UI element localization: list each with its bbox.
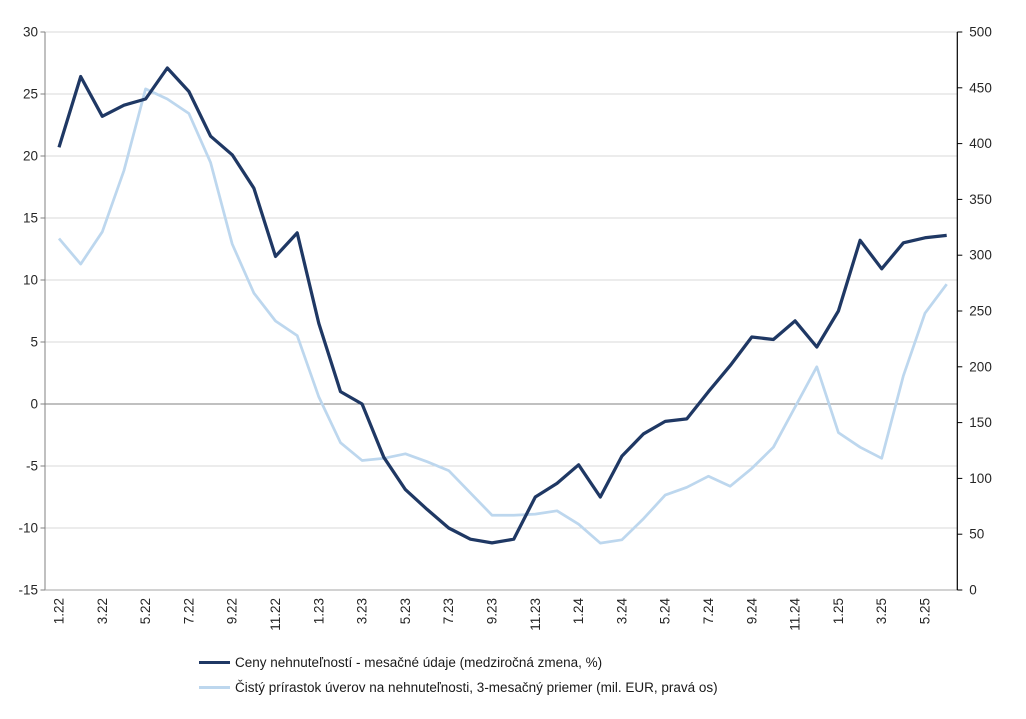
x-axis-label: 7.24 (701, 598, 716, 625)
chart-legend: Ceny nehnuteľností - mesačné údaje (medz… (199, 653, 718, 696)
right-axis-label: 450 (969, 80, 992, 95)
right-axis-label: 150 (969, 415, 992, 430)
legend-line-swatch-navy (199, 660, 230, 664)
x-axis-label: 5.24 (658, 598, 673, 625)
x-axis-label: 3.22 (95, 598, 110, 624)
x-axis-label: 5.22 (138, 598, 153, 624)
x-axis-label: 1.25 (831, 598, 846, 624)
legend-item-property-prices: Ceny nehnuteľností - mesačné údaje (medz… (199, 653, 718, 671)
left-axis-label: 15 (23, 211, 38, 226)
x-axis-label: 1.22 (52, 598, 67, 624)
right-axis-label: 0 (969, 583, 977, 598)
right-axis-label: 100 (969, 471, 992, 486)
x-axis-label: 3.24 (614, 598, 629, 625)
left-axis-label: 10 (23, 273, 38, 288)
x-axis-label: 5.23 (398, 598, 413, 624)
right-axis-label: 300 (969, 248, 992, 263)
x-axis-label: 3.23 (355, 598, 370, 624)
x-axis-label: 7.23 (441, 598, 456, 624)
right-axis-label: 200 (969, 359, 992, 374)
series-line-net-loans (57, 87, 948, 545)
x-axis-label: 9.22 (225, 598, 240, 624)
x-axis-label: 1.23 (311, 598, 326, 624)
series-line-property-prices (57, 66, 947, 545)
right-axis-label: 350 (969, 192, 992, 207)
x-axis-label: 11.24 (788, 598, 803, 631)
x-axis-label: 9.23 (485, 598, 500, 624)
x-axis-label: 3.25 (874, 598, 889, 624)
legend-label-net-loans: Čistý prírastok úverov na nehnuteľnosti,… (235, 679, 718, 695)
x-axis-label: 9.24 (744, 598, 759, 625)
x-axis-label: 5.25 (918, 598, 933, 624)
left-axis-label: -5 (26, 459, 38, 474)
right-axis-label: 400 (969, 136, 992, 151)
left-axis-label: 25 (23, 87, 38, 102)
left-axis-label: -15 (18, 583, 38, 598)
legend-line-swatch-lightblue (199, 685, 230, 689)
x-axis-label: 1.24 (571, 598, 586, 625)
left-axis-label: 20 (23, 149, 38, 164)
x-axis-label: 7.22 (181, 598, 196, 624)
left-axis-label: 30 (23, 25, 38, 40)
right-axis-label: 500 (969, 25, 992, 40)
x-axis-label: 11.22 (268, 598, 283, 631)
x-axis-label: 11.23 (528, 598, 543, 631)
legend-item-net-loans: Čistý prírastok úverov na nehnuteľnosti,… (199, 678, 718, 696)
right-axis-label: 250 (969, 304, 992, 319)
right-axis-label: 50 (969, 527, 984, 542)
left-axis-label: -10 (18, 521, 38, 536)
legend-label-property-prices: Ceny nehnuteľností - mesačné údaje (medz… (235, 654, 603, 670)
left-axis-label: 0 (30, 397, 38, 412)
left-axis-label: 5 (30, 335, 38, 350)
